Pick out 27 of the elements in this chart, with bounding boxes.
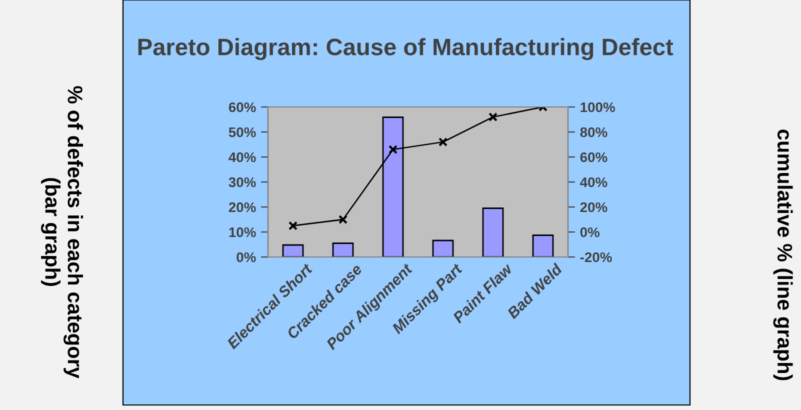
- y-tick-label: 10%: [229, 227, 256, 238]
- y-tick-label: 0%: [236, 252, 256, 262]
- y2-tick-label: 100%: [580, 102, 615, 112]
- point: [288, 221, 298, 230]
- chart-title: Pareto Diagram: Cause of Manufacturing Defect: [138, 38, 674, 60]
- text: cumulative % (line graph): [773, 130, 793, 380]
- bar: [332, 242, 354, 257]
- point: [388, 144, 398, 154]
- point: [438, 137, 448, 147]
- bar: [282, 244, 304, 257]
- text: % of defects in each category (bar graph): [40, 86, 84, 378]
- bar: [532, 234, 554, 257]
- y2-tick-label: 60%: [580, 152, 608, 162]
- y-tick-label: 50%: [228, 127, 256, 138]
- y-tick-label: 30%: [228, 177, 256, 188]
- point: [338, 214, 348, 224]
- y-tick-label: 60%: [228, 102, 256, 112]
- y-tick-label: 20%: [228, 202, 256, 212]
- y2-tick-label: 40%: [580, 177, 608, 188]
- y-tick-label: 40%: [228, 152, 256, 162]
- point: [488, 112, 498, 122]
- y2-tick-label: 20%: [580, 202, 608, 212]
- y2-tick-label: -20%: [580, 252, 612, 262]
- bar: [482, 208, 504, 257]
- y2-tick-label: 0%: [580, 227, 600, 238]
- bar: [432, 240, 454, 257]
- y2-tick-label: 80%: [580, 127, 608, 138]
